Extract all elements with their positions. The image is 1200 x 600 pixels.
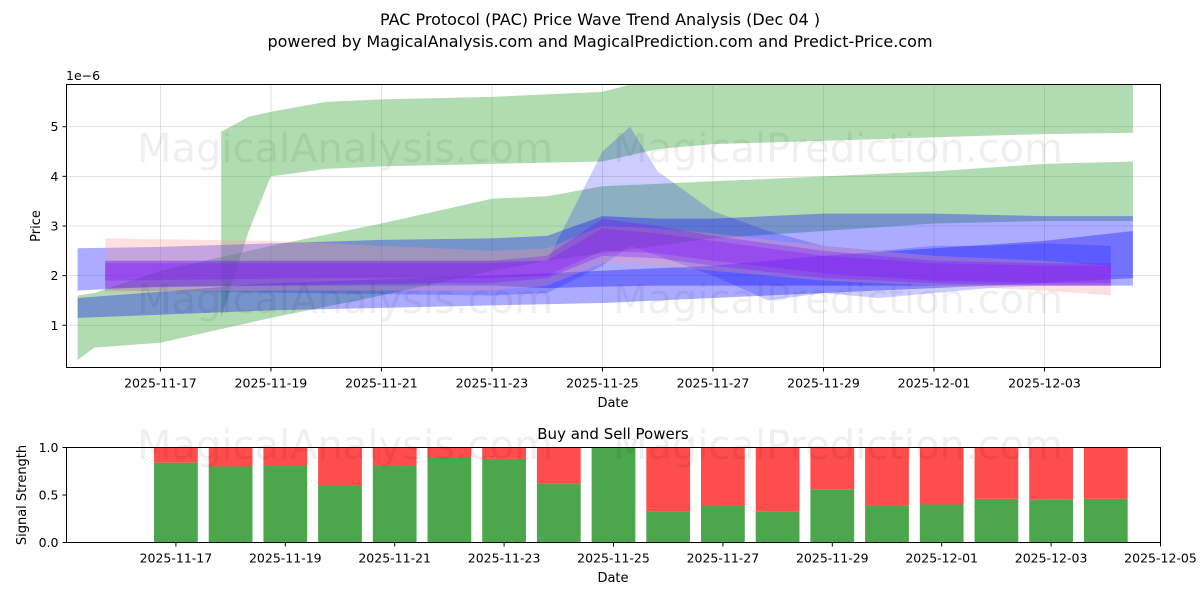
signal-x-tick-label: 2025-11-17 — [140, 551, 213, 566]
watermark-analysis-bottom: MagicalAnalysis.com — [137, 423, 553, 469]
price-band-blue-wide — [77, 213, 1133, 291]
signal-y-tick-label: 0.0 — [39, 535, 59, 550]
price-band-blue-peak — [105, 126, 1111, 301]
signal-y-tick-label: 1.0 — [39, 440, 59, 455]
price-band-purple-inner — [105, 228, 1111, 284]
buy-bar — [482, 458, 526, 543]
signal-x-tick-label: 2025-11-19 — [249, 551, 322, 566]
price-panel: MagicalAnalysis.com MagicalPrediction.co… — [29, 68, 1161, 411]
price-x-tick-label: 2025-11-29 — [787, 376, 860, 391]
price-band-blue-diagonal — [77, 231, 1133, 318]
price-band-purple-core — [105, 218, 1111, 289]
sell-bar — [701, 447, 745, 506]
watermark-analysis-top: MagicalAnalysis.com — [137, 126, 553, 172]
signal-x-tick-label: 2025-11-23 — [468, 551, 541, 566]
sell-bar — [755, 447, 800, 512]
price-x-tick-label: 2025-11-19 — [235, 376, 308, 391]
buy-bar — [1029, 499, 1073, 543]
price-band-green-lower — [77, 161, 1133, 361]
watermark-prediction-mid: MagicalPrediction.com — [613, 277, 1063, 323]
buy-bar — [427, 457, 472, 543]
price-x-tick-label: 2025-11-27 — [677, 376, 750, 391]
buy-bar — [1083, 498, 1128, 543]
signal-x-axis-label: Date — [597, 571, 628, 586]
price-y-tick-label: 2 — [51, 268, 59, 283]
buy-bar — [591, 447, 636, 543]
price-y-axis-label: Price — [29, 210, 44, 242]
price-x-tick-label: 2025-12-03 — [1008, 376, 1081, 391]
sell-bar — [1083, 447, 1128, 499]
signal-x-tick-label: 2025-11-27 — [687, 551, 760, 566]
buy-bar — [865, 505, 909, 543]
sell-bar — [318, 447, 362, 486]
price-band-red-faint — [105, 226, 1111, 296]
buy-bar — [974, 498, 1019, 543]
price-y-tick-label: 1 — [51, 318, 59, 333]
buy-bar — [154, 462, 198, 543]
buy-bar — [263, 465, 308, 543]
signal-x-tick-label: 2025-11-21 — [358, 551, 431, 566]
watermark-prediction-bottom: MagicalPrediction.com — [613, 423, 1063, 469]
buy-bar — [919, 504, 964, 543]
sell-bar — [865, 447, 909, 506]
buy-bar — [318, 485, 362, 543]
price-x-tick-label: 2025-11-17 — [124, 376, 197, 391]
signal-x-tick-label: 2025-12-01 — [905, 551, 978, 566]
sell-bar — [536, 447, 581, 484]
price-x-tick-label: 2025-12-01 — [898, 376, 971, 391]
sell-bar — [1029, 447, 1073, 500]
signal-panel-title: Buy and Sell Powers — [537, 425, 689, 443]
price-x-tick-label: 2025-11-21 — [345, 376, 418, 391]
buy-bar — [536, 483, 581, 543]
sell-bar — [810, 447, 855, 490]
signal-x-tick-label: 2025-11-25 — [577, 551, 650, 566]
price-exponent-label: 1e−6 — [66, 68, 100, 83]
price-y-tick-label: 3 — [51, 219, 59, 234]
sell-bar — [974, 447, 1019, 499]
sell-bar — [427, 447, 472, 457]
watermark-analysis-mid: MagicalAnalysis.com — [137, 277, 553, 323]
sell-bar — [646, 447, 691, 512]
buy-bar — [701, 505, 745, 543]
sell-bar — [154, 447, 198, 463]
chart-title-line1: PAC Protocol (PAC) Price Wave Trend Anal… — [380, 10, 820, 29]
signal-x-tick-label: 2025-12-05 — [1124, 551, 1197, 566]
buy-bar — [755, 511, 800, 543]
price-y-tick-label: 5 — [51, 119, 59, 134]
chart-title-line2: powered by MagicalAnalysis.com and Magic… — [267, 32, 932, 51]
price-y-tick-label: 4 — [51, 169, 59, 184]
sell-bar — [263, 447, 308, 466]
watermark-prediction-top: MagicalPrediction.com — [613, 126, 1063, 172]
signal-x-tick-label: 2025-11-29 — [796, 551, 869, 566]
sell-bar — [482, 447, 526, 459]
signal-x-tick-label: 2025-12-03 — [1015, 551, 1088, 566]
buy-bar — [208, 466, 253, 543]
buy-bar — [810, 489, 855, 543]
price-x-axis-label: Date — [597, 396, 628, 411]
price-band-green-upper — [221, 84, 1133, 318]
price-x-tick-label: 2025-11-25 — [566, 376, 639, 391]
signal-y-axis-label: Signal Strength — [15, 445, 30, 545]
buy-bar — [646, 511, 691, 543]
signal-y-tick-label: 0.5 — [39, 488, 59, 503]
sell-bar — [919, 447, 964, 505]
sell-bar — [372, 447, 417, 466]
price-x-tick-label: 2025-11-23 — [456, 376, 529, 391]
buy-bar — [372, 465, 417, 543]
sell-bar — [208, 447, 253, 467]
signal-panel: Buy and Sell Powers MagicalAnalysis.com … — [15, 423, 1197, 586]
